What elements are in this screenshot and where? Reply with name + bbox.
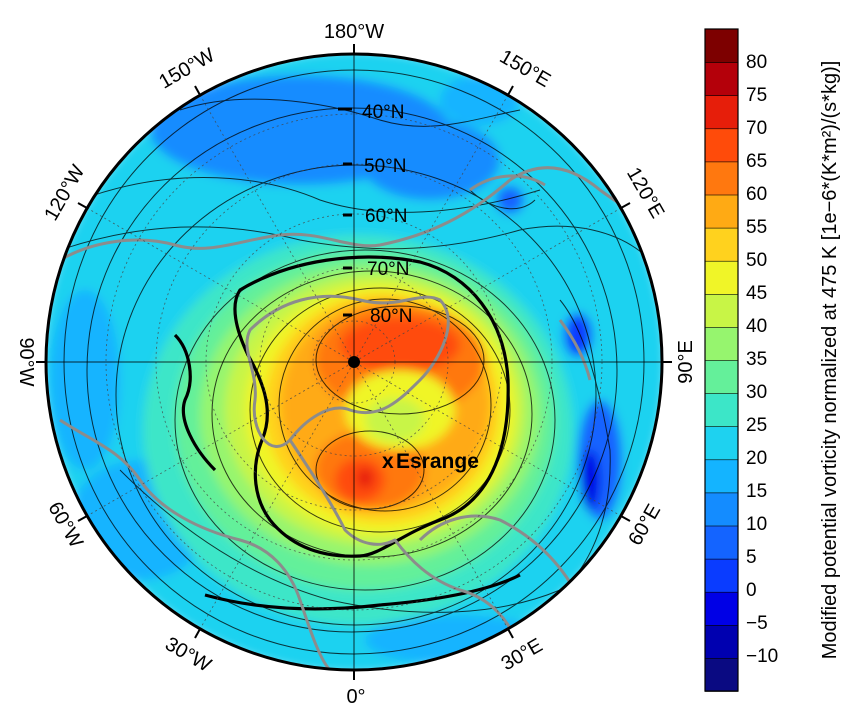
lat-label-40n: 40°N [362, 102, 404, 123]
colorbar-tick-labels: 80 75 70 65 60 55 50 45 40 35 30 25 20 1… [746, 52, 778, 667]
lon-label-120e: 120°E [622, 164, 668, 222]
cb-tick: 50 [746, 250, 767, 271]
cb-tick: 5 [746, 547, 757, 568]
cb-tick: 0 [746, 580, 757, 601]
colorbar-swatch [704, 293, 739, 328]
lon-label-150w: 150°W [155, 44, 218, 93]
colorbar-swatch [704, 194, 739, 229]
colorbar-swatch [704, 591, 739, 626]
lon-label-150e: 150°E [496, 46, 554, 92]
colorbar-swatch [704, 227, 739, 262]
lat-label-70n: 70°N [367, 259, 409, 280]
cb-tick: 80 [746, 52, 767, 73]
colorbar-swatch [704, 128, 739, 163]
cb-tick: 15 [746, 481, 767, 502]
pv-field [46, 54, 662, 670]
colorbar-swatch [704, 28, 739, 63]
lat-label-80n: 80°N [370, 306, 412, 327]
cb-tick: 45 [746, 283, 767, 304]
map-frame-ticks [36, 44, 672, 680]
cb-tick: −5 [746, 613, 768, 634]
colorbar-swatch [704, 425, 739, 461]
lon-label-180w: 180°W [324, 21, 384, 43]
colorbar-frame [704, 28, 739, 692]
cb-tick: 40 [746, 316, 767, 337]
cb-tick: 55 [746, 217, 767, 238]
colorbar-swatch [704, 624, 739, 659]
north-pole-marker [348, 356, 360, 368]
colorbar-swatch [704, 61, 739, 96]
station-esrange: x Esrange [382, 450, 479, 473]
colorbar-swatch [704, 260, 739, 295]
lon-label-30w: 30°W [161, 633, 215, 677]
latitude-ticks [338, 107, 352, 317]
lat-label-60n: 60°N [365, 206, 407, 227]
station-name: Esrange [396, 450, 479, 473]
colorbar-swatch [704, 161, 739, 196]
lon-label-90w: 90°W [15, 337, 37, 386]
colorbar-label: Modified potential vorticity normalized … [819, 61, 841, 660]
cb-tick: 20 [746, 448, 767, 469]
lon-label-30e: 30°E [498, 634, 547, 675]
cb-tick: 75 [746, 85, 767, 106]
latitude-labels: 40°N 50°N 60°N 70°N 80°N [362, 102, 412, 327]
cb-tick: 30 [746, 382, 767, 403]
colorbar-swatch [704, 492, 739, 527]
colorbar-swatch [704, 525, 739, 560]
colorbar-swatch [704, 392, 739, 428]
colorbar-swatch [704, 657, 739, 692]
colorbar-swatch [704, 94, 739, 130]
colorbar-swatch [704, 359, 739, 394]
colorbar-swatch [704, 458, 739, 494]
station-marker: x [382, 450, 394, 473]
cb-tick: 10 [746, 514, 767, 535]
cb-tick: −10 [746, 646, 778, 667]
lat-label-50n: 50°N [364, 156, 406, 177]
cb-tick: 60 [746, 184, 767, 205]
colorbar: 80 75 70 65 60 55 50 45 40 35 30 25 20 1… [704, 28, 841, 692]
cb-tick: 70 [746, 118, 767, 139]
cb-tick: 25 [746, 415, 767, 436]
colorbar-swatch [704, 558, 739, 593]
lon-label-60e: 60°E [624, 501, 665, 550]
cb-tick: 65 [746, 151, 767, 172]
lon-label-0: 0° [346, 686, 365, 708]
colorbar-swatches [704, 28, 739, 692]
cb-tick: 35 [746, 349, 767, 370]
colorbar-swatch [704, 326, 739, 361]
lon-label-90e: 90°E [675, 340, 697, 384]
